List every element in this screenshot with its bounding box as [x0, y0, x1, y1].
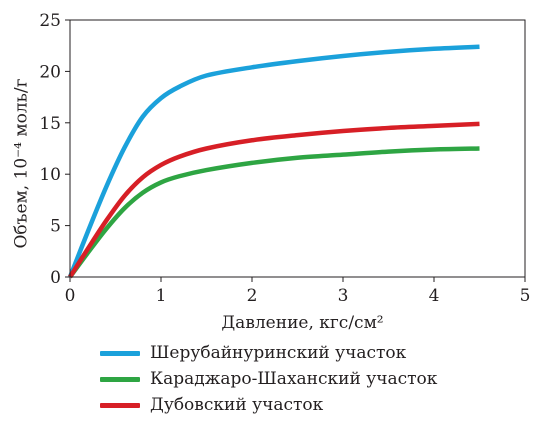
plot-frame — [69, 19, 526, 278]
chart: 0 1 2 3 4 5 0 5 10 15 20 25 Давление, кгс/см² Объе… — [12, 11, 531, 333]
y-tick-label: 0 — [50, 268, 61, 288]
x-tick-label: 2 — [247, 286, 258, 306]
x-tick-label: 3 — [338, 286, 349, 306]
y-axis-ticks: 0 5 10 15 20 25 — [39, 11, 70, 288]
legend-swatch — [100, 376, 140, 382]
legend-label: Караджаро-Шаханский участок — [150, 369, 438, 389]
legend: Шерубайнуринский участок Караджаро-Шаханс… — [100, 340, 437, 418]
series-line — [67, 44, 480, 278]
y-tick-label: 10 — [39, 165, 61, 185]
x-tick-label: 4 — [429, 286, 440, 306]
y-tick-label: 25 — [39, 11, 61, 31]
series-line — [68, 146, 480, 279]
x-axis-label: Давление, кгс/см² — [221, 313, 383, 333]
legend-item: Дубовский участок — [100, 392, 437, 418]
legend-swatch — [100, 350, 140, 356]
x-axis-ticks: 0 1 2 3 4 5 — [65, 277, 531, 306]
series-lines — [67, 44, 480, 279]
legend-label: Шерубайнуринский участок — [150, 343, 407, 363]
legend-label: Дубовский участок — [150, 395, 324, 415]
legend-item: Шерубайнуринский участок — [100, 340, 437, 366]
y-tick-label: 5 — [50, 217, 61, 237]
x-tick-label: 1 — [156, 286, 167, 306]
legend-swatch — [100, 402, 140, 408]
x-tick-label: 0 — [65, 286, 76, 306]
y-tick-label: 20 — [39, 62, 61, 82]
legend-item: Караджаро-Шаханский участок — [100, 366, 437, 392]
series-line — [68, 121, 480, 279]
y-tick-label: 15 — [39, 114, 61, 134]
x-tick-label: 5 — [520, 286, 531, 306]
y-axis-label: Объем, 10⁻⁴ моль/г — [12, 78, 32, 248]
